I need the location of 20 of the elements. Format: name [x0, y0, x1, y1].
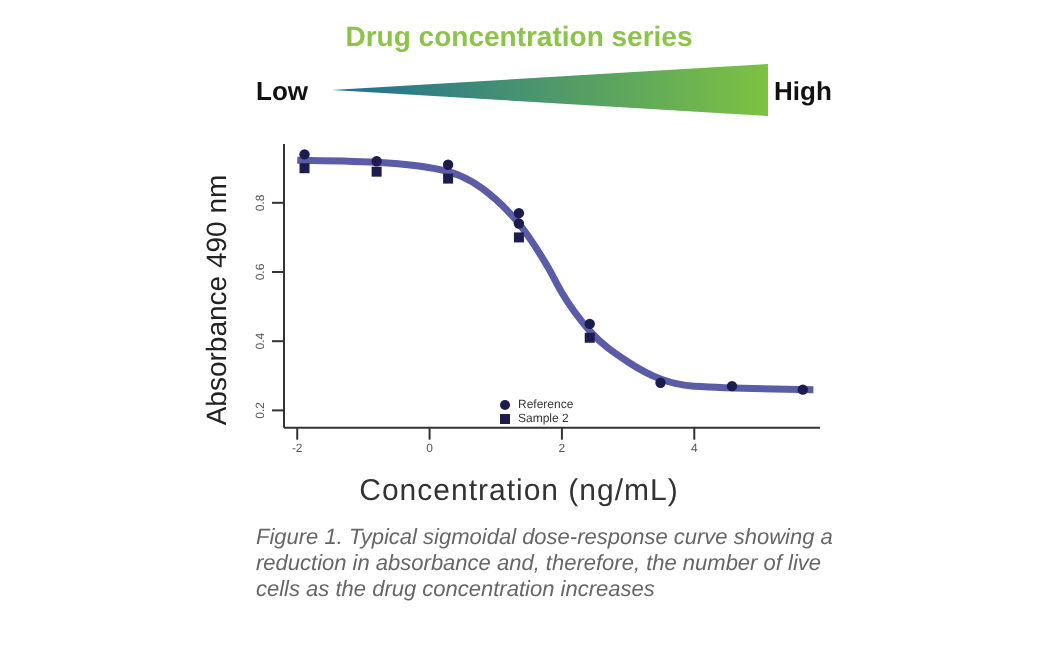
- point: [443, 173, 454, 184]
- point: [299, 149, 310, 160]
- point: [371, 156, 382, 167]
- point: [513, 207, 525, 219]
- point: [726, 380, 738, 392]
- y-axis-title: Absorbance 490 nm: [200, 174, 232, 426]
- point: [584, 318, 595, 330]
- point: [513, 218, 525, 229]
- chart-title: Drug concentration series: [343, 20, 695, 52]
- point: [655, 377, 666, 388]
- point: [299, 163, 310, 174]
- text: High: [774, 76, 832, 106]
- caption: Figure 1. Typical sigmoidal dose-response curve showing a reduction in absorbance and, therefore, the number of live cells as the drug concentration increases: [256, 526, 835, 604]
- point: [797, 384, 808, 395]
- point: [584, 332, 595, 343]
- point: [513, 232, 524, 243]
- x-axis-title: Concentration (ng/mL): [357, 474, 681, 508]
- point: [442, 159, 454, 170]
- point: [371, 166, 382, 177]
- text: Low: [256, 76, 308, 106]
